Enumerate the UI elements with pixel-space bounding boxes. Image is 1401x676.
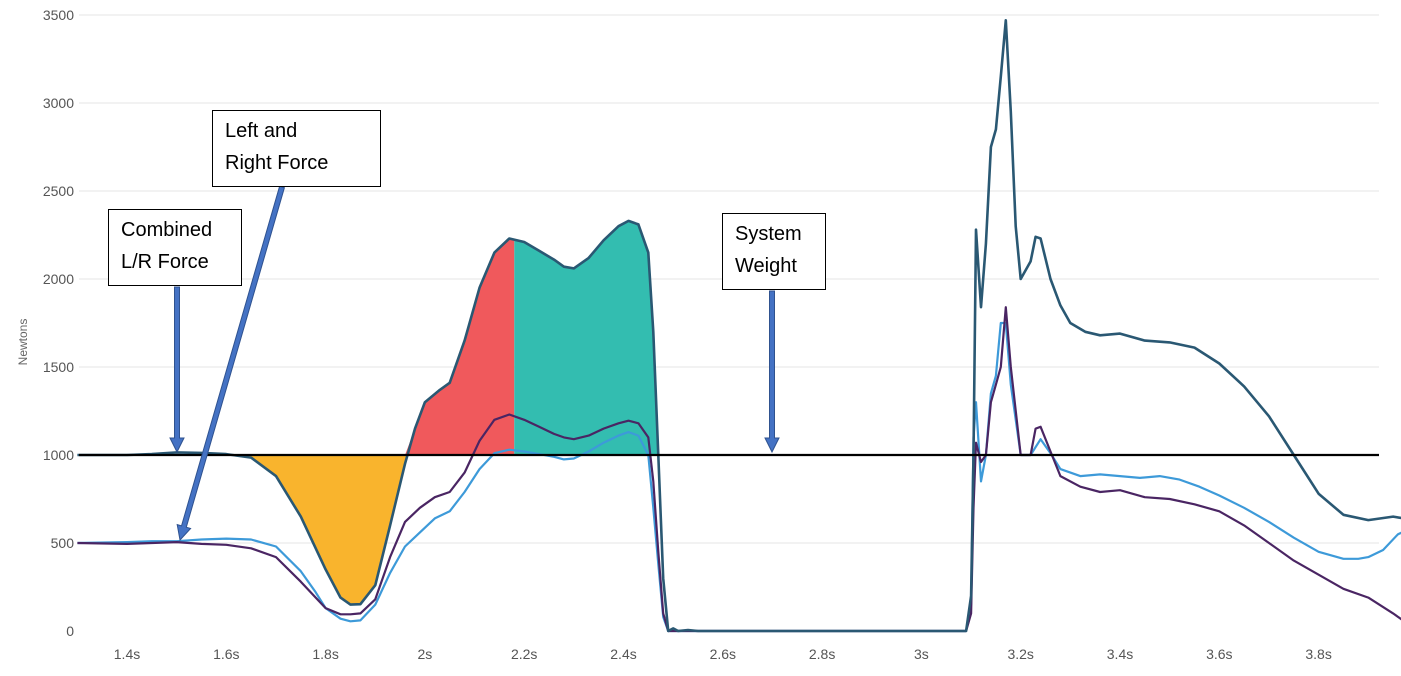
y-axis-label: Newtons	[16, 319, 30, 366]
x-tick-label: 2.4s	[610, 646, 636, 662]
y-tick-label: 2000	[43, 271, 74, 287]
callout-line: System	[735, 223, 802, 245]
propulsion-area	[514, 220, 661, 455]
x-tick-label: 2s	[418, 646, 433, 662]
x-tick-label: 3.2s	[1007, 646, 1033, 662]
y-tick-label: 3500	[43, 7, 74, 23]
y-tick-label: 1000	[43, 447, 74, 463]
callout-system-weight: System Weight	[722, 213, 826, 290]
y-axis-ticks: 0 500 1000 1500 2000 2500 3000 3500	[43, 7, 74, 639]
phase-fills	[241, 220, 661, 605]
x-tick-label: 3.4s	[1107, 646, 1133, 662]
callout-line: L/R Force	[121, 251, 209, 273]
x-tick-label: 3.8s	[1305, 646, 1331, 662]
callout-combined-force: Combined L/R Force	[108, 209, 242, 286]
system-weight-arrow	[764, 290, 780, 454]
y-tick-label: 3000	[43, 95, 74, 111]
x-tick-label: 1.8s	[312, 646, 338, 662]
left-right-force-arrow	[176, 185, 286, 542]
callout-line: Right Force	[225, 152, 329, 174]
x-tick-label: 2.6s	[710, 646, 736, 662]
x-tick-label: 2.2s	[511, 646, 537, 662]
y-tick-label: 0	[66, 623, 74, 639]
callout-line: Combined	[121, 219, 213, 241]
x-tick-label: 1.4s	[114, 646, 140, 662]
callout-line: Weight	[735, 255, 797, 277]
braking-area	[402, 238, 515, 455]
series-lines	[77, 19, 1401, 633]
callout-left-right-force: Left and Right Force	[212, 110, 381, 187]
unweighting-area	[241, 455, 408, 605]
right-force-line	[77, 306, 1401, 633]
x-tick-label: 1.6s	[213, 646, 239, 662]
annotation-arrows	[169, 185, 780, 542]
callout-line: Left and	[225, 120, 298, 142]
y-tick-label: 500	[51, 535, 75, 551]
x-tick-label: 3.6s	[1206, 646, 1232, 662]
x-tick-label: 3s	[914, 646, 929, 662]
x-tick-label: 2.8s	[809, 646, 835, 662]
x-axis-ticks: 1.4s 1.6s 1.8s 2s 2.2s 2.4s 2.6s 2.8s 3s 3.2s 3.4s…	[114, 646, 1332, 662]
y-tick-label: 1500	[43, 359, 74, 375]
combined-force-arrow	[169, 286, 185, 454]
combined-force-line	[77, 19, 1401, 633]
y-tick-label: 2500	[43, 183, 74, 199]
